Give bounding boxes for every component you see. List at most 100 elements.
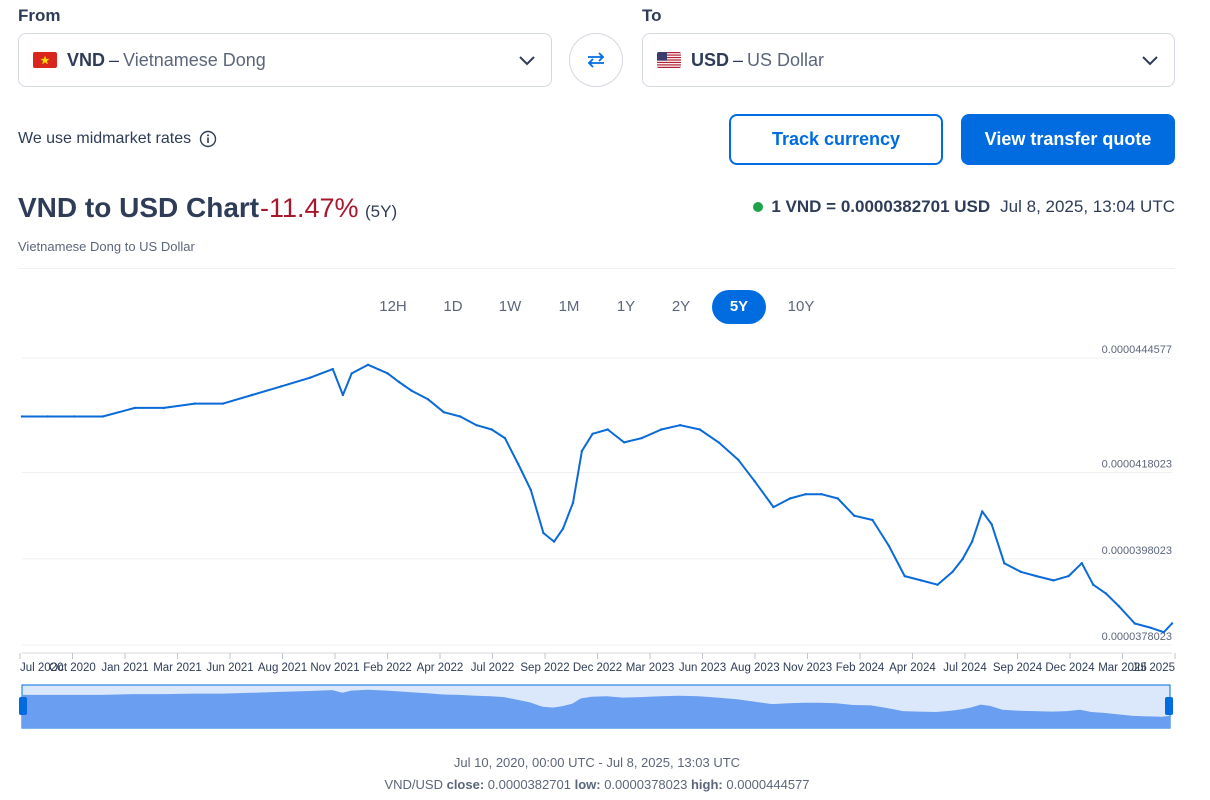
view-transfer-quote-button[interactable]: View transfer quote (961, 114, 1175, 165)
y-tick-label: 0.0000444577 (1102, 344, 1172, 356)
period-12h[interactable]: 12H (379, 298, 407, 315)
x-tick-label: Jul 2020 (20, 662, 63, 674)
x-tick-label: Jul 2025 (1132, 662, 1175, 674)
swap-currencies-button[interactable] (569, 33, 623, 87)
x-tick-label: Apr 2024 (889, 662, 936, 674)
chart-grid (22, 357, 1172, 654)
midmarket-text: We use midmarket rates (18, 130, 192, 147)
period-5y[interactable]: 5Y (712, 290, 766, 324)
y-tick-label: 0.0000398023 (1102, 545, 1172, 557)
rate-point (936, 583, 939, 586)
rate-chart[interactable]: 0.0000444577 0.0000418023 0.0000398023 0.00… (0, 340, 1190, 740)
rate-point (591, 432, 594, 435)
rate-point (1092, 583, 1095, 586)
chart-period-label: (5Y) (365, 202, 398, 221)
rate-point (410, 389, 413, 392)
from-currency-select[interactable]: VND – Vietnamese Dong (18, 33, 552, 87)
period-1w[interactable]: 1W (498, 298, 522, 315)
rate-point (606, 428, 609, 431)
x-tick-label: Nov 2021 (310, 662, 359, 674)
rate-point (1035, 574, 1038, 578)
to-label: To (642, 6, 662, 25)
x-tick-label: Oct 2020 (49, 662, 96, 674)
period-2y[interactable]: 2Y (671, 298, 691, 315)
period-10y[interactable]: 10Y (787, 298, 815, 315)
rate-line (22, 363, 1173, 634)
rate-point (20, 415, 24, 418)
rate-point (1150, 626, 1153, 630)
rate-point (1104, 592, 1108, 595)
rate-point (459, 415, 462, 418)
info-circle-icon[interactable] (199, 130, 217, 148)
track-currency-button[interactable]: Track currency (729, 114, 943, 165)
chevron-down-icon (1142, 56, 1158, 66)
rate-point (366, 363, 370, 366)
navigator-left-handle[interactable] (19, 697, 27, 715)
rate-point (517, 462, 520, 466)
rate-point (753, 480, 756, 483)
y-axis-ticks: 0.0000444577 0.0000418023 0.0000398023 0.00… (1102, 344, 1172, 643)
rate-point (490, 428, 493, 431)
x-tick-label: Dec 2022 (573, 662, 622, 674)
rate-point (193, 402, 196, 405)
rate-point (1052, 579, 1055, 582)
x-tick-label: Feb 2024 (836, 662, 885, 674)
x-tick-label: Aug 2021 (258, 662, 307, 674)
rate-point (571, 501, 575, 504)
rate-point (503, 436, 507, 440)
period-1m[interactable]: 1M (558, 298, 580, 315)
x-tick-label: Jul 2024 (943, 662, 987, 674)
x-tick-label: Nov 2023 (783, 662, 832, 674)
y-tick-label: 0.0000378023 (1102, 631, 1172, 643)
rate-point (698, 428, 701, 431)
from-label: From (18, 6, 61, 25)
live-status-dot (753, 202, 764, 212)
live-rate: 1 VND = 0.0000382701 USD Jul 8, 2025, 13… (753, 197, 1175, 217)
rate-point (981, 510, 984, 513)
rate-point (331, 367, 334, 371)
rate-point (1117, 605, 1121, 608)
rate-point (1067, 574, 1070, 578)
swap-arrows-icon (587, 52, 605, 68)
rate-point (561, 527, 565, 530)
rate-point (162, 406, 166, 410)
chart-title: VND to USD Chart (18, 192, 260, 223)
summary-close-label: close: (446, 777, 485, 792)
rate-point (772, 505, 775, 509)
rate-point (804, 493, 807, 496)
rate-timestamp: Jul 8, 2025, 13:04 UTC (1000, 197, 1175, 216)
summary-low-label: low: (574, 777, 601, 792)
rate-point (990, 523, 993, 526)
rate-point (442, 411, 445, 414)
x-tick-label: Sep 2022 (520, 662, 569, 674)
range-navigator[interactable] (19, 684, 1173, 729)
rate-point (221, 402, 225, 405)
period-1d[interactable]: 1D (443, 298, 463, 315)
rate-point (737, 458, 740, 461)
rate-point (542, 531, 545, 535)
x-tick-label: Aug 2023 (730, 662, 779, 674)
rate-point (1170, 622, 1174, 625)
from-separator: – (109, 49, 120, 70)
rate-point (970, 540, 974, 543)
rate-point (386, 372, 389, 375)
navigator-right-handle[interactable] (1165, 697, 1173, 715)
rate-point (529, 488, 532, 492)
rate-point (397, 380, 401, 384)
rate-point (133, 406, 137, 410)
x-tick-label: Feb 2022 (363, 662, 412, 674)
y-tick-label: 0.0000418023 (1102, 459, 1172, 471)
x-tick-label: Apr 2022 (417, 662, 464, 674)
rate-point (580, 449, 584, 453)
period-1y[interactable]: 1Y (616, 298, 636, 315)
from-currency-code: VND (67, 49, 106, 70)
rate-point (101, 415, 104, 418)
navigator-area (22, 689, 1170, 728)
rate-point (887, 544, 891, 548)
vietnam-flag-icon (33, 52, 57, 68)
rate-point (640, 436, 643, 440)
to-currency-select[interactable]: USD – US Dollar (642, 33, 1175, 87)
rate-point (73, 415, 76, 418)
rate-point (820, 493, 823, 496)
